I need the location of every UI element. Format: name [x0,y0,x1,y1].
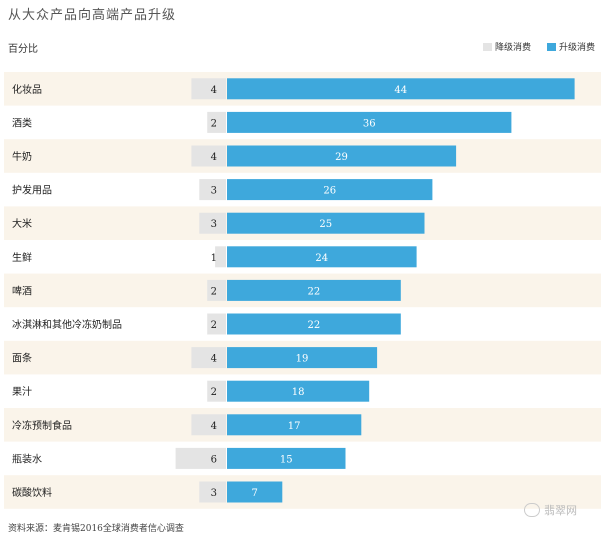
value-label-downgrade: 2 [211,387,217,398]
value-label-upgrade: 7 [251,488,257,499]
bar-downgrade [207,313,226,335]
bar-downgrade [191,145,226,167]
category-label: 大米 [12,217,32,230]
bar-upgrade [227,279,401,301]
bar-upgrade [227,145,457,167]
value-label-upgrade: 15 [280,454,293,465]
legend-label-upgrade: 升级消费 [558,43,595,53]
value-label-downgrade: 3 [211,186,217,197]
row-stripe [4,475,601,509]
bar-downgrade [215,246,226,268]
value-label-upgrade: 18 [292,387,305,398]
chart-title: 从大众产品向高端产品升级 [8,8,177,23]
bar-upgrade [227,414,362,436]
watermark: 翡翠网 [524,502,577,518]
value-label-upgrade: 17 [288,421,301,432]
bar-upgrade [227,313,401,335]
value-label-upgrade: 36 [363,118,376,129]
bar-upgrade [227,347,378,369]
bar-upgrade [227,447,346,469]
bar-upgrade [227,78,575,100]
bar-downgrade [207,111,226,133]
value-label-downgrade: 4 [211,354,217,365]
value-label-upgrade: 44 [394,85,407,96]
bar-downgrade [199,179,226,201]
category-label: 酒类 [12,116,32,129]
value-label-upgrade: 22 [308,320,321,331]
value-label-downgrade: 4 [211,152,217,163]
value-label-downgrade: 2 [211,320,217,331]
legend-swatch-downgrade [482,42,492,51]
value-label-downgrade: 3 [211,488,217,499]
value-label-upgrade: 22 [308,286,321,297]
value-label-upgrade: 26 [323,186,336,197]
bar-upgrade [227,380,370,402]
value-label-downgrade: 2 [211,286,217,297]
bar-downgrade [191,347,226,369]
legend-item-downgrade: 降级消费 [482,40,531,53]
category-label: 果汁 [12,385,32,398]
value-label-upgrade: 19 [296,354,309,365]
value-label-upgrade: 24 [315,253,328,264]
bar-upgrade [227,481,283,503]
bar-downgrade [199,212,226,234]
category-label: 化妆品 [12,83,42,96]
bar-downgrade [175,447,226,469]
bar-downgrade [207,279,226,301]
category-label: 啤酒 [12,285,32,297]
value-label-downgrade: 4 [211,421,217,432]
value-label-upgrade: 29 [335,152,348,163]
source-note: 资料来源：麦肯锡2016全球消费者信心调查 [8,524,184,534]
legend: 降级消费 升级消费 [473,40,595,53]
value-label-downgrade: 1 [211,253,217,264]
category-label: 护发用品 [12,184,52,197]
wechat-icon [524,503,540,517]
value-label-downgrade: 6 [211,454,217,465]
value-label-downgrade: 2 [211,118,217,129]
bar-downgrade [191,78,226,100]
category-label: 冷冻预制食品 [12,419,72,432]
bar-downgrade [199,481,226,503]
bar-downgrade [191,414,226,436]
bar-upgrade [227,111,512,133]
bar-downgrade [207,380,226,402]
category-label: 牛奶 [12,150,32,163]
watermark-text: 翡翠网 [544,504,577,517]
category-label: 瓶装水 [12,452,42,465]
unit-label: 百分比 [8,44,38,55]
category-label: 面条 [12,352,32,365]
value-label-downgrade: 3 [211,219,217,230]
legend-item-upgrade: 升级消费 [546,40,595,53]
bar-upgrade [227,179,433,201]
category-label: 碳酸饮料 [12,486,52,499]
category-label: 生鲜 [12,251,32,264]
category-label: 冰淇淋和其他冷冻奶制品 [12,318,122,331]
legend-swatch-upgrade [546,42,556,51]
bar-upgrade [227,212,425,234]
value-label-upgrade: 25 [319,219,332,230]
value-label-downgrade: 4 [211,85,217,96]
legend-label-downgrade: 降级消费 [494,43,531,53]
bar-upgrade [227,246,417,268]
